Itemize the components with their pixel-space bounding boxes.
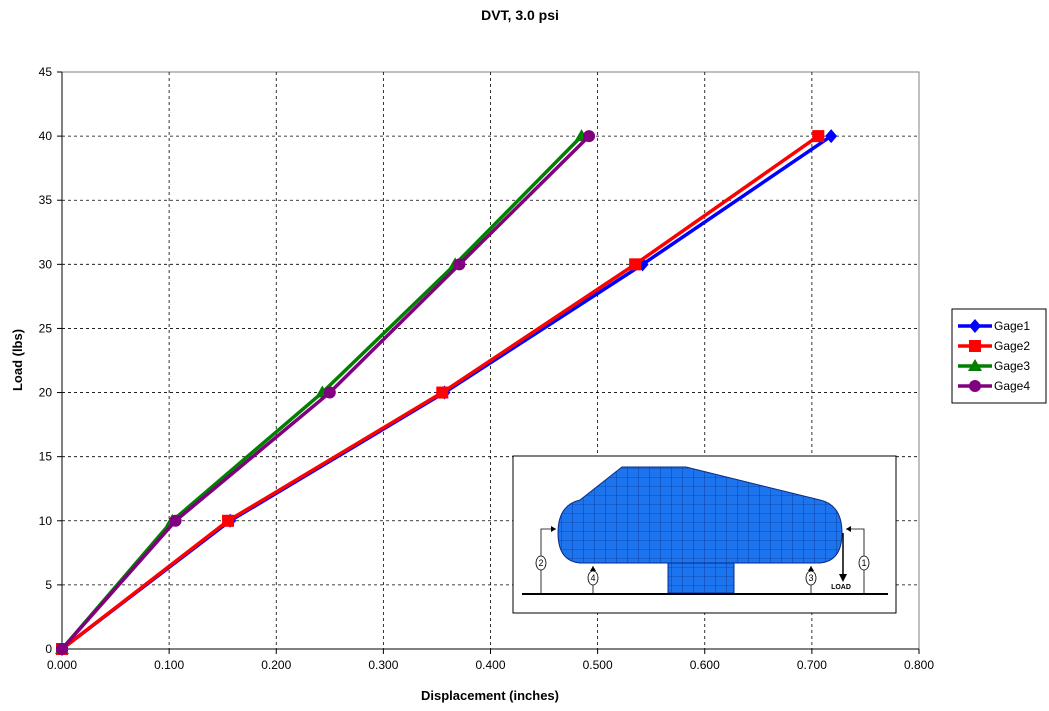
load-arrow: LOAD	[831, 533, 851, 591]
y-tick-label: 0	[45, 642, 52, 656]
legend-marker	[969, 319, 981, 333]
x-tick-label: 0.000	[47, 658, 77, 672]
y-tick-label: 5	[45, 578, 52, 592]
legend-item-gage2: Gage2	[958, 339, 1030, 353]
chart-title: DVT, 3.0 psi	[481, 7, 559, 23]
data-point-gage4	[323, 386, 336, 399]
data-point-gage4	[169, 514, 182, 527]
load-label: LOAD	[831, 584, 851, 591]
x-tick-label: 0.600	[690, 658, 720, 672]
x-tick-label: 0.700	[797, 658, 827, 672]
gage-2-label: 2	[538, 558, 543, 568]
gage-4-indicator: 4	[587, 566, 599, 594]
legend-marker	[968, 359, 982, 371]
y-tick-label: 35	[39, 193, 53, 207]
data-point-gage4	[583, 130, 596, 143]
x-axis-label: Displacement (inches)	[421, 688, 559, 703]
y-axis-label: Load (lbs)	[10, 329, 25, 391]
gage-1-label: 1	[861, 558, 866, 568]
legend-label: Gage4	[994, 379, 1030, 393]
series-gage4	[56, 130, 596, 655]
y-tick-label: 15	[39, 450, 53, 464]
y-tick-label: 20	[39, 386, 53, 400]
x-tick-label: 0.500	[583, 658, 613, 672]
data-point-gage2	[436, 386, 449, 399]
gage-4-label: 4	[590, 573, 595, 583]
y-tick-label: 10	[39, 514, 53, 528]
x-tick-label: 0.200	[261, 658, 291, 672]
x-tick-labels: 0.000 0.100 0.200 0.300 0.400 0.500 0.600 0.700…	[47, 658, 934, 672]
y-tick-label: 25	[39, 321, 53, 335]
data-point-gage2	[812, 130, 825, 143]
data-point-gage4	[56, 643, 68, 655]
legend-marker	[969, 340, 981, 352]
y-tick-labels: 0 5 10 15 20 25 30 35 40 45	[39, 65, 53, 656]
data-point-gage1	[825, 129, 838, 144]
legend-marker	[969, 380, 981, 392]
data-point-gage2	[629, 258, 642, 271]
legend-label: Gage1	[994, 319, 1030, 333]
legend-item-gage3: Gage3	[958, 359, 1030, 373]
inset-figure: 2 4 3 1 LOAD	[512, 455, 897, 614]
y-tick-label: 30	[39, 257, 53, 271]
gage-2-indicator: 2	[535, 526, 556, 594]
legend: Gage1 Gage2 Gage3 Gage4	[951, 308, 1047, 404]
data-point-gage2	[222, 514, 235, 527]
gage-3-indicator: 3	[805, 566, 817, 594]
series-group	[55, 129, 838, 656]
gage-3-label: 3	[808, 573, 813, 583]
legend-item-gage1: Gage1	[958, 319, 1030, 333]
data-point-gage4	[453, 258, 466, 271]
x-tick-label: 0.400	[475, 658, 505, 672]
y-tick-label: 45	[39, 65, 53, 79]
legend-item-gage4: Gage4	[958, 379, 1030, 393]
inset-body	[557, 466, 843, 594]
legend-label: Gage3	[994, 359, 1030, 373]
x-tick-label: 0.100	[154, 658, 184, 672]
x-tick-label: 0.800	[904, 658, 934, 672]
y-tick-label: 40	[39, 129, 53, 143]
legend-label: Gage2	[994, 339, 1030, 353]
gage-1-indicator: 1	[846, 526, 870, 594]
x-tick-label: 0.300	[368, 658, 398, 672]
